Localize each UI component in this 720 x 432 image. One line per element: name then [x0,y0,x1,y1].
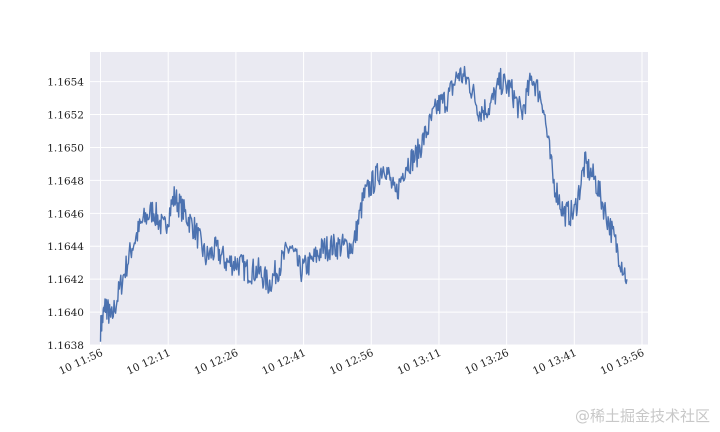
x-tick-label: 10 12:41 [260,347,308,378]
grid-lines [90,52,648,346]
y-tick-label: 1.1646 [47,208,84,220]
y-tick-label: 1.1644 [47,241,84,253]
y-tick-label: 1.1654 [47,77,84,89]
x-tick-label: 10 13:41 [531,347,579,378]
y-tick-label: 1.1640 [47,307,84,319]
watermark: @稀土掘金技术社区 [574,407,710,425]
series-layer [99,65,628,342]
y-tick-label: 1.1648 [47,175,84,187]
x-tick-label: 10 13:56 [599,347,647,378]
y-axis-ticks: 1.1638 1.1640 1.1642 1.1644 1.1646 1.1648 1.16… [47,77,84,352]
y-tick-label: 1.1642 [47,274,84,286]
x-tick-label: 10 13:26 [463,347,511,378]
x-tick-label: 10 12:26 [193,347,241,378]
x-tick-label: 10 12:56 [328,347,376,378]
y-tick-label: 1.1638 [47,340,84,352]
x-axis-ticks: 10 11:56 10 12:11 10 12:26 10 12:41 10 12:56… [57,347,646,378]
x-tick-label: 10 13:11 [396,347,444,378]
y-tick-label: 1.1652 [47,110,84,122]
series-line [99,65,628,342]
plot-area [90,52,648,345]
x-tick-label: 10 12:11 [125,347,173,378]
y-tick-label: 1.1650 [47,142,84,154]
